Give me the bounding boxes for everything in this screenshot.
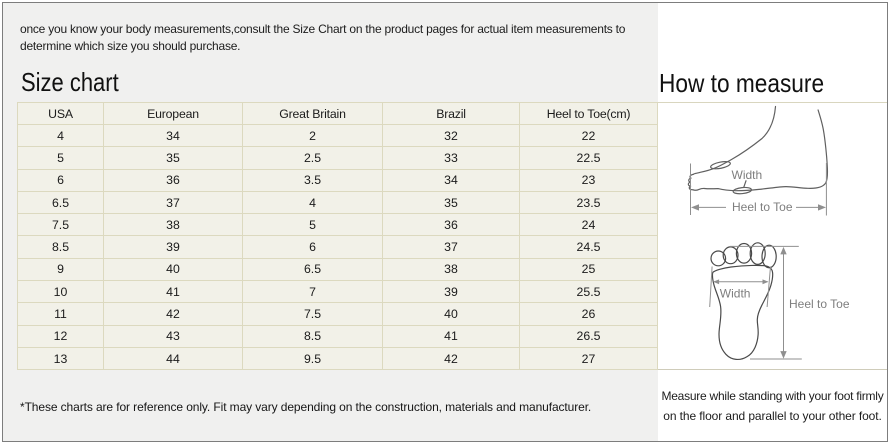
svg-text:Width: Width xyxy=(720,287,751,301)
svg-text:Width: Width xyxy=(732,168,763,182)
svg-text:Heel to Toe: Heel to Toe xyxy=(732,200,793,214)
svg-text:Heel to Toe: Heel to Toe xyxy=(789,297,850,311)
